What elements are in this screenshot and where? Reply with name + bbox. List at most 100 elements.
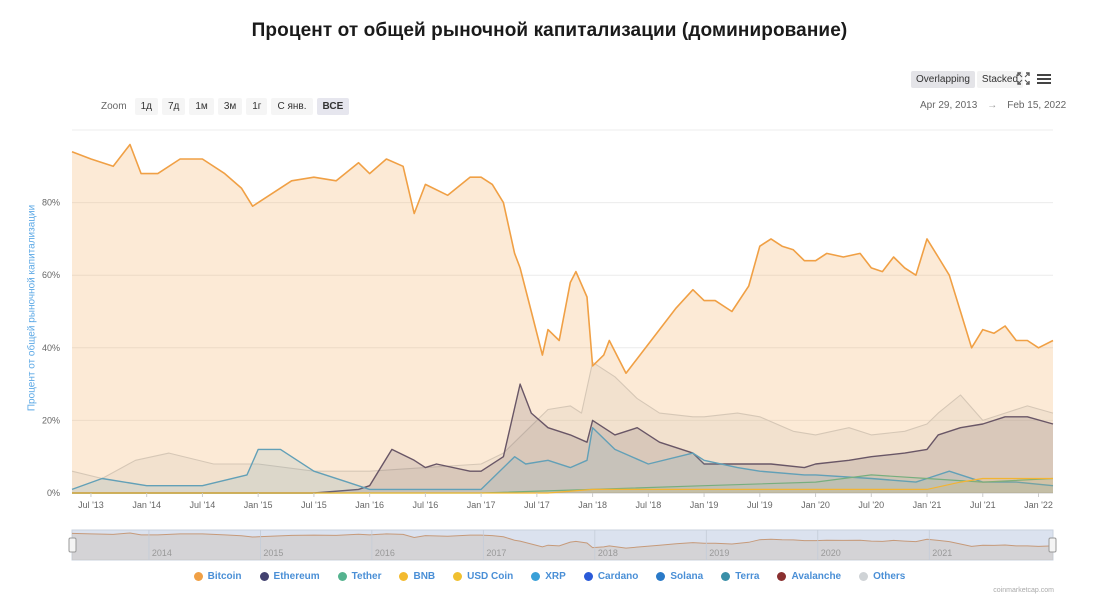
xrp-line: [71, 427, 1054, 491]
legend-item-terra[interactable]: Terra: [721, 571, 759, 582]
x-tick-label: Jan '21: [913, 500, 942, 510]
zoom-1y-button[interactable]: 1г: [246, 98, 268, 115]
navigator-year-label: 2014: [152, 548, 172, 558]
x-tick-label: Jan '18: [578, 500, 607, 510]
legend-label: Terra: [735, 571, 760, 582]
y-tick-label: 20%: [42, 415, 60, 425]
display-mode-toggle: Overlapping Stacked: [911, 71, 1024, 88]
others-line: [71, 361, 1054, 480]
navigator-area: [72, 533, 1053, 560]
credit: coinmarketcap.com: [993, 587, 1054, 594]
bitcoin-area: [72, 144, 1053, 493]
legend-item-xrp[interactable]: XRP: [531, 571, 566, 582]
navigator-line: [71, 532, 1054, 549]
x-tick-label: Jul '20: [858, 500, 884, 510]
legend-dot: [453, 572, 463, 581]
y-axis-ticks: 0% 20% 40% 60% 80%: [42, 198, 60, 498]
legend-item-usd-coin[interactable]: USD Coin: [453, 571, 513, 582]
x-tick-label: Jan '17: [467, 500, 496, 510]
legend-item-others[interactable]: Others: [859, 571, 905, 582]
legend-dot: [259, 572, 269, 581]
legend: Bitcoin Ethereum Tether BNB USD Coin XRP…: [0, 571, 1099, 582]
legend-item-tether[interactable]: Tether: [337, 571, 382, 582]
series-group: [71, 143, 1054, 494]
legend-item-avalanche[interactable]: Avalanche: [777, 571, 841, 582]
x-tick-label: Jan '20: [801, 500, 830, 510]
navigator[interactable]: 2014 2015 2016 2017 2018 2019 2020 2021: [68, 529, 1057, 561]
legend-item-solana[interactable]: Solana: [656, 571, 703, 582]
x-tick-label: Jul '14: [190, 500, 216, 510]
x-tick-label: Jan '22: [1024, 500, 1053, 510]
x-tick-label: Jul '15: [301, 500, 327, 510]
y-tick-label: 80%: [42, 198, 60, 208]
x-tick-label: Jan '19: [690, 500, 719, 510]
x-tick-label: Jan '14: [132, 500, 161, 510]
legend-item-bnb[interactable]: BNB: [399, 571, 435, 582]
legend-dot: [721, 572, 731, 581]
legend-label: Cardano: [597, 571, 639, 582]
x-tick-label: Jul '19: [747, 500, 773, 510]
legend-label: Avalanche: [791, 571, 842, 582]
others-area: [72, 362, 1053, 493]
x-tick-label: Jul '17: [524, 500, 550, 510]
legend-item-ethereum[interactable]: Ethereum: [259, 571, 320, 582]
navigator-year-label: 2018: [598, 548, 618, 558]
navigator-left-handle[interactable]: [68, 537, 77, 553]
x-tick-label: Jul '18: [635, 500, 661, 510]
range-from[interactable]: Apr 29, 2013: [920, 100, 978, 111]
legend-label: USD Coin: [467, 571, 514, 582]
navigator-year-label: 2019: [709, 548, 729, 558]
x-tick-label: Jan '16: [355, 500, 384, 510]
navigator-year-label: 2017: [486, 548, 506, 558]
range-arrow-icon: →: [987, 100, 998, 111]
legend-dot: [583, 572, 593, 581]
zoom-label: Zoom: [101, 101, 127, 112]
zoom-1m-button[interactable]: 1м: [189, 98, 214, 115]
navigator-year-label: 2015: [263, 548, 283, 558]
zoom-bar: Zoom 1д 7д 1м 3м 1г С янв. ВСЕ: [101, 98, 350, 115]
x-axis-ticks: Jul '13 Jan '14 Jul '14 Jan '15 Jul '15 Jan '…: [78, 493, 1053, 510]
x-tick-label: Jul '21: [970, 500, 996, 510]
legend-dot: [193, 572, 203, 581]
legend-label: Ethereum: [273, 571, 320, 582]
legend-dot: [399, 572, 409, 581]
overlapping-button[interactable]: Overlapping: [911, 71, 975, 88]
zoom-all-button[interactable]: ВСЕ: [316, 98, 350, 115]
stacked-button[interactable]: Stacked: [976, 71, 1024, 88]
x-tick-label: Jan '15: [244, 500, 273, 510]
legend-dot: [337, 572, 347, 581]
zoom-1d-button[interactable]: 1д: [134, 98, 158, 115]
ethereum-line: [72, 383, 1054, 494]
navigator-right-handle[interactable]: [1048, 537, 1057, 553]
navigator-year-label: 2021: [932, 548, 952, 558]
date-range: Apr 29, 2013 → Feb 15, 2022: [920, 100, 1066, 111]
y-tick-label: 0%: [47, 488, 60, 498]
legend-item-bitcoin[interactable]: Bitcoin: [193, 571, 242, 582]
menu-icon[interactable]: [1037, 72, 1051, 90]
legend-item-cardano[interactable]: Cardano: [583, 571, 639, 582]
legend-label: Tether: [351, 571, 382, 582]
range-to[interactable]: Feb 15, 2022: [1007, 100, 1067, 111]
y-tick-label: 60%: [42, 270, 60, 280]
legend-label: Bitcoin: [207, 571, 242, 582]
legend-dot: [656, 572, 666, 581]
navigator-year-label: 2020: [821, 548, 841, 558]
ethereum-area: [72, 384, 1053, 493]
navigator-year-label: 2016: [375, 548, 395, 558]
y-tick-label: 40%: [42, 343, 60, 353]
legend-dot: [859, 572, 869, 581]
legend-label: Solana: [670, 571, 704, 582]
bnb-line: [72, 477, 1053, 494]
zoom-3m-button[interactable]: 3м: [217, 98, 243, 115]
fullscreen-icon[interactable]: [1017, 72, 1030, 90]
xrp-area: [72, 427, 1053, 493]
tether-area: [72, 474, 1053, 493]
legend-dot: [531, 572, 541, 581]
legend-dot: [777, 572, 787, 581]
zoom-ytd-button[interactable]: С янв.: [271, 98, 313, 115]
legend-label: XRP: [545, 571, 566, 582]
legend-label: BNB: [413, 571, 436, 582]
zoom-7d-button[interactable]: 7д: [161, 98, 186, 115]
bnb-area: [72, 478, 1053, 493]
